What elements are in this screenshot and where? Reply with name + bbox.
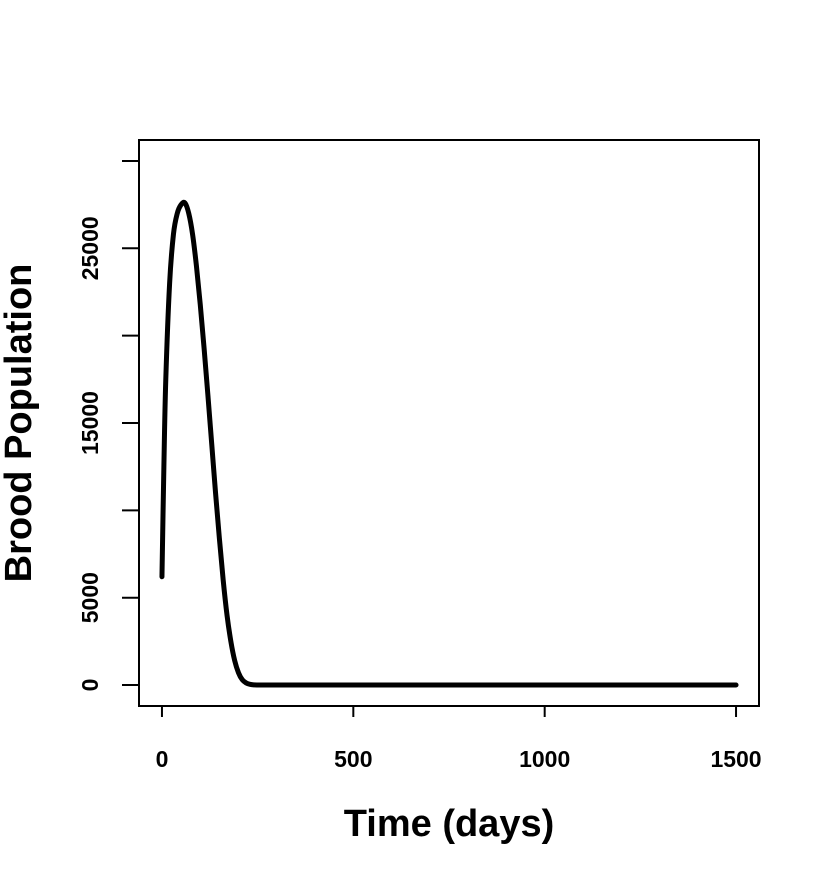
y-tick-label: 0 [77, 679, 103, 692]
x-tick-label: 0 [156, 746, 169, 772]
series-layer [159, 199, 739, 688]
x-axis-title: Time (days) [344, 803, 554, 845]
y-tick-label: 25000 [77, 216, 103, 280]
y-axis-title: Brood Population [0, 264, 40, 583]
x-tick-label: 1500 [710, 746, 761, 772]
y-tick-label: 15000 [77, 391, 103, 455]
series-line [159, 199, 739, 688]
x-tick-label: 1000 [519, 746, 570, 772]
x-tick-label: 500 [334, 746, 372, 772]
y-axis: 0 5000 15000 25000 [77, 159, 140, 692]
plot-frame [138, 139, 760, 707]
y-tick-label: 5000 [77, 572, 103, 623]
x-axis: 0 500 1000 1500 [156, 705, 762, 772]
